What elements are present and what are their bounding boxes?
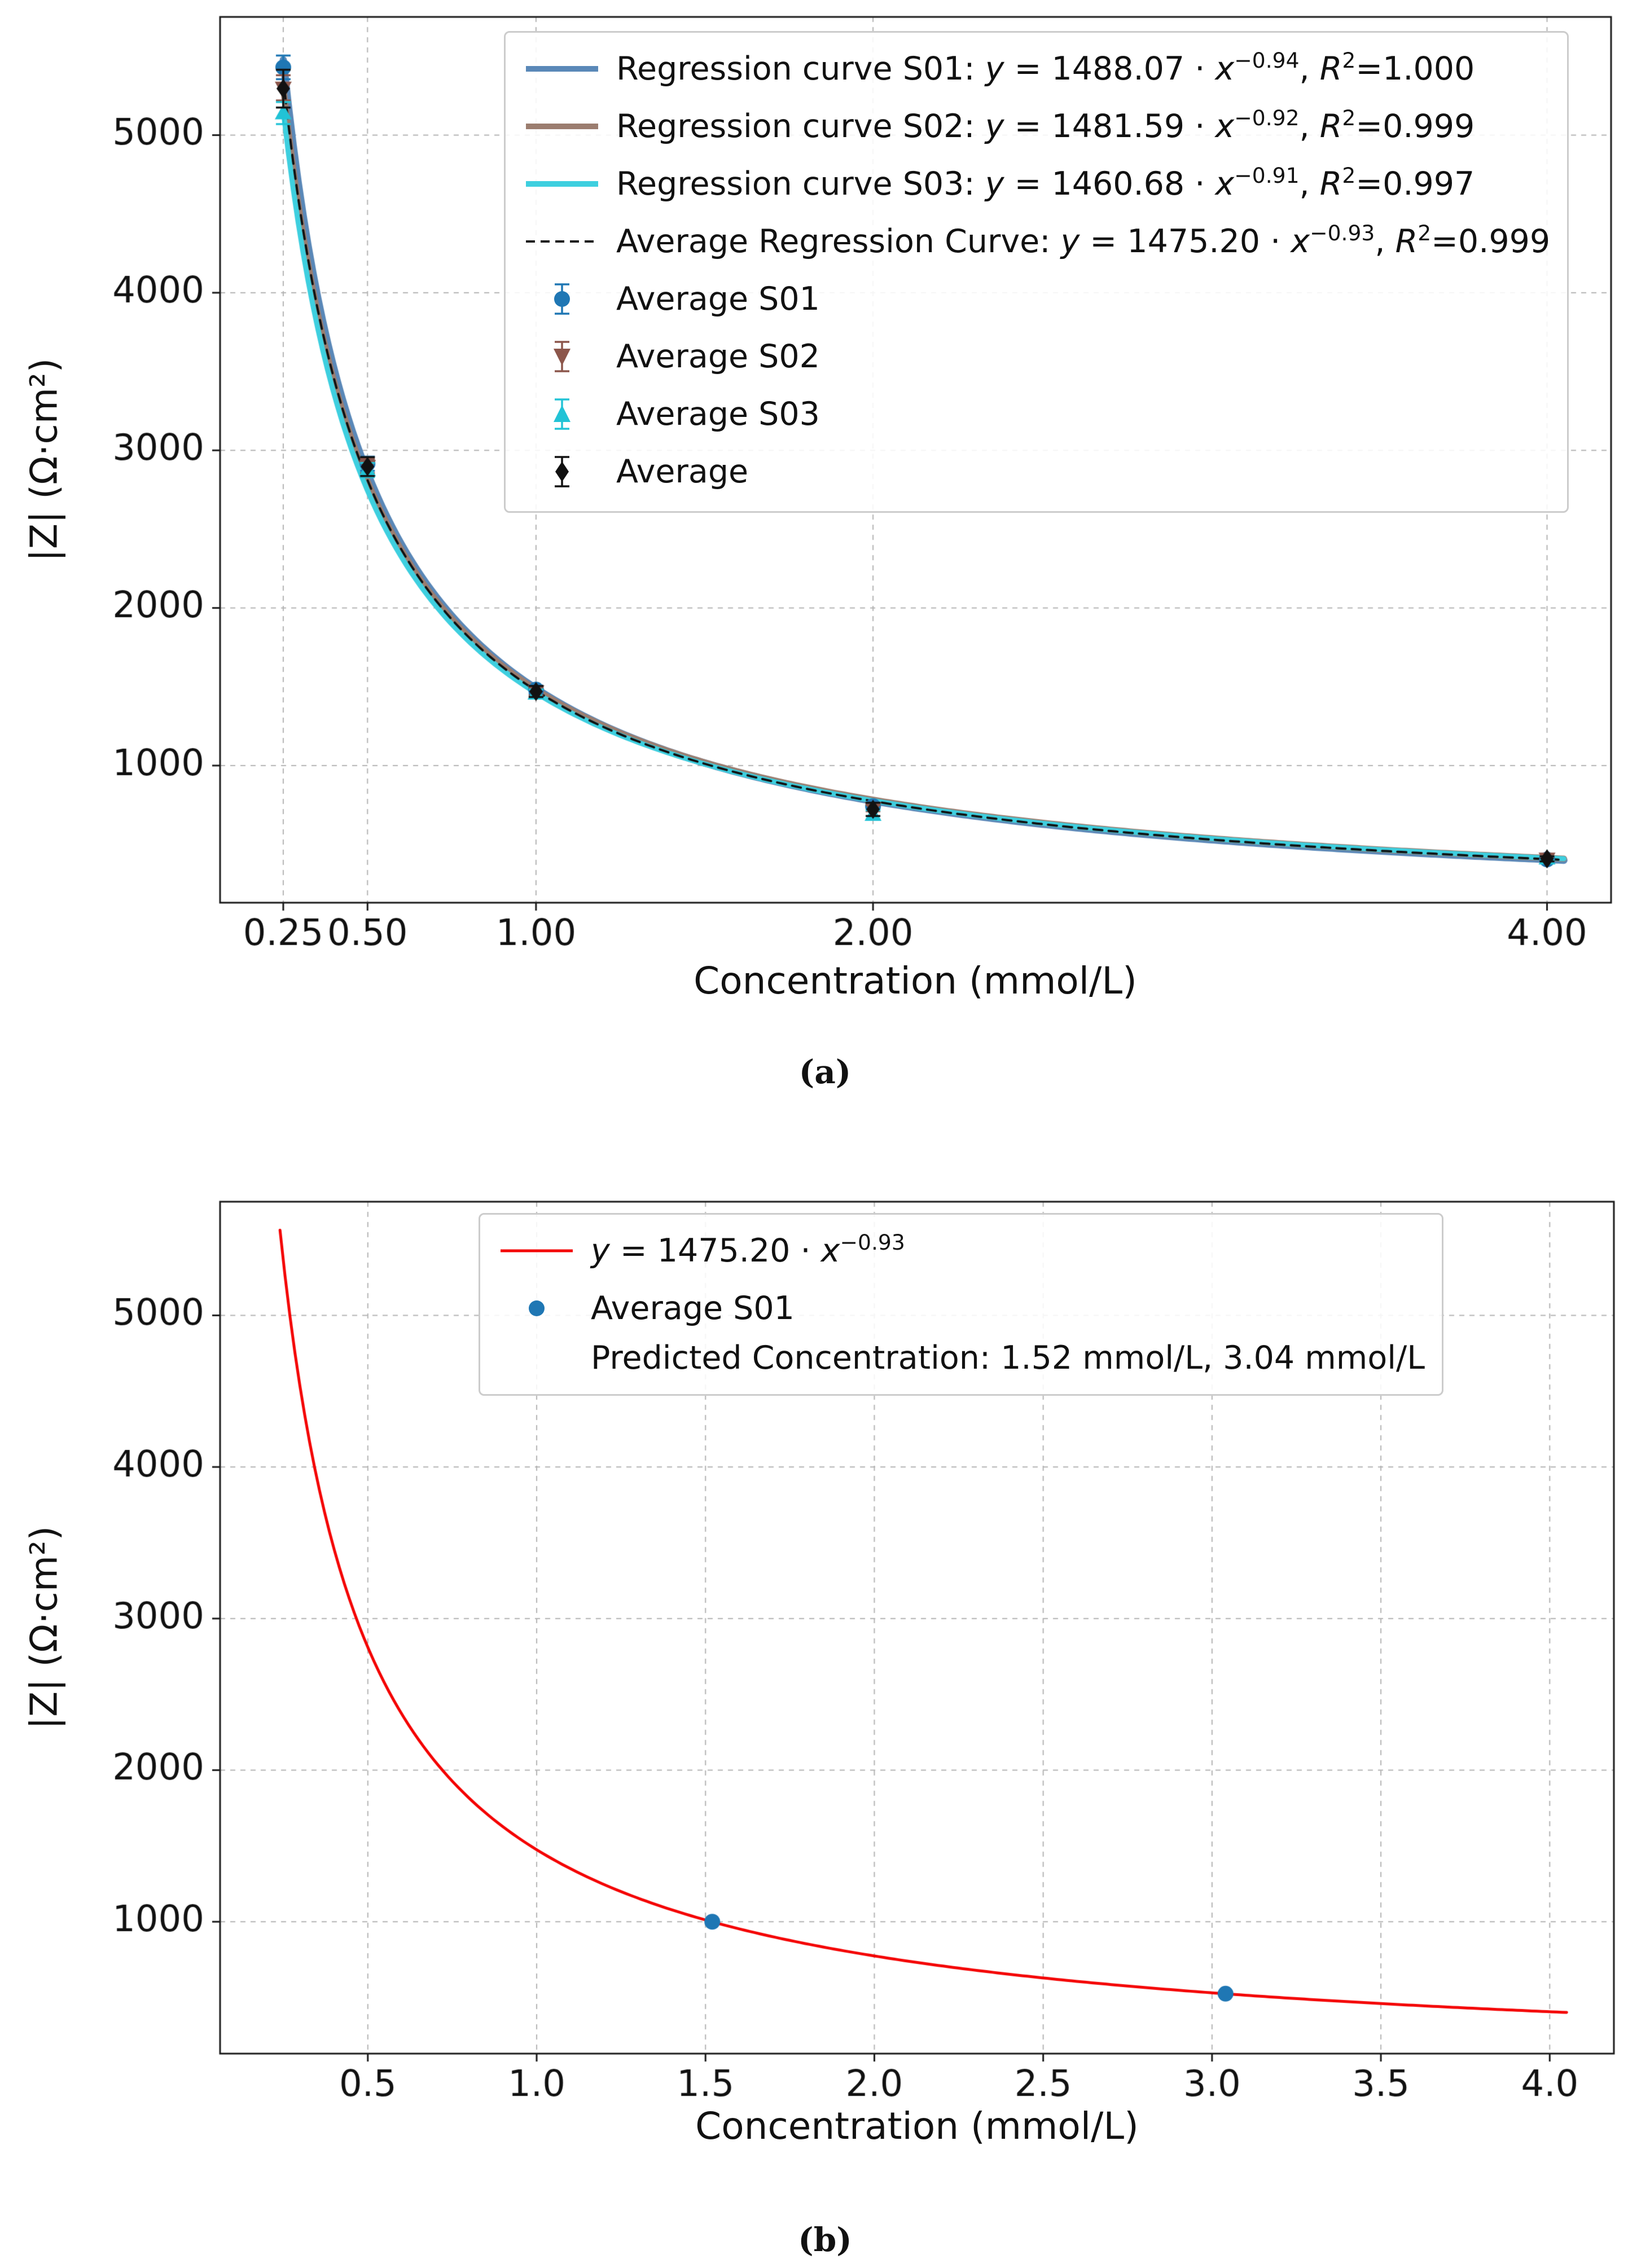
chart-a-x-axis-label: Concentration (mmol/L) (694, 959, 1137, 1003)
legend-item: Regression curve S01: y = 1488.07 · x−0.… (523, 44, 1550, 97)
chart-b-x-axis-label: Concentration (mmol/L) (695, 2104, 1139, 2148)
legend-label: Regression curve S01: y = 1488.07 · x−0.… (616, 48, 1475, 87)
legend-diamond-marker-icon (523, 451, 602, 500)
legend-item: y = 1475.20 · x−0.93 (497, 1226, 1425, 1279)
legend-dashed-line-swatch (523, 221, 602, 270)
legend-line-swatch (497, 1230, 576, 1279)
legend-label: Average (616, 453, 749, 490)
legend-triangle-up-marker-icon (523, 394, 602, 442)
legend-label: Average Regression Curve: y = 1475.20 · … (616, 221, 1551, 260)
legend-item: Average S02 (523, 332, 1550, 385)
legend-item: Average Regression Curve: y = 1475.20 · … (523, 217, 1550, 270)
chart-b-legend: y = 1475.20 · x−0.93 Average S01 Predicted… (479, 1213, 1443, 1396)
legend-item: Average S01 (523, 274, 1550, 327)
legend-label: Average S01 Predicted Concentration: 1.52… (591, 1290, 1425, 1377)
legend-item: Average S03 (523, 389, 1550, 442)
caption-b: (b) (798, 2221, 852, 2259)
legend-item: Average (523, 447, 1550, 500)
legend-label: Average S02 (616, 338, 820, 375)
legend-item: Average S01 Predicted Concentration: 1.52… (497, 1284, 1425, 1383)
chart-b-y-axis-label: |Z| (Ω·cm²) (22, 1526, 66, 1730)
legend-label: Average S01 (616, 280, 820, 318)
chart-a-legend: Regression curve S01: y = 1488.07 · x−0.… (504, 31, 1569, 513)
legend-label: Average S03 (616, 395, 820, 433)
legend-item: Regression curve S02: y = 1481.59 · x−0.… (523, 102, 1550, 155)
legend-label: Regression curve S02: y = 1481.59 · x−0.… (616, 106, 1475, 145)
legend-circle-marker-icon (523, 279, 602, 327)
legend-line-swatch (523, 164, 602, 212)
legend-line-swatch (523, 49, 602, 97)
legend-label: y = 1475.20 · x−0.93 (591, 1230, 905, 1269)
chart-a-y-axis-label: |Z| (Ω·cm²) (22, 358, 66, 562)
legend-item: Regression curve S03: y = 1460.68 · x−0.… (523, 159, 1550, 212)
legend-label: Regression curve S03: y = 1460.68 · x−0.… (616, 163, 1475, 203)
caption-a: (a) (798, 1053, 852, 1091)
legend-triangle-down-marker-icon (523, 336, 602, 385)
legend-line-swatch (523, 106, 602, 155)
legend-circle-marker-icon (497, 1288, 576, 1337)
